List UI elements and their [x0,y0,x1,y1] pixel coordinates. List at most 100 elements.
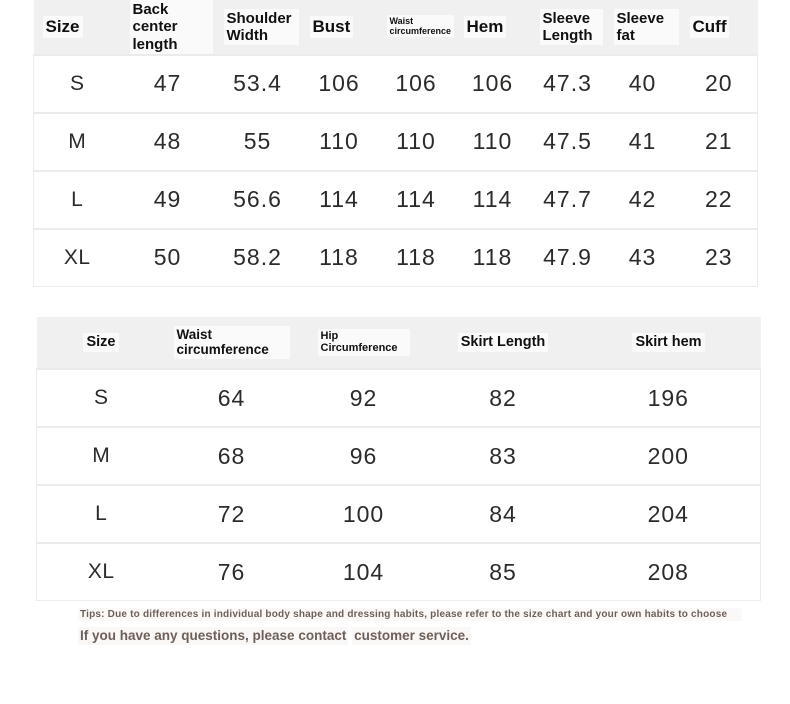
contact-note-line2: customer service. [352,627,471,646]
cell-back-center-length: 47 [120,53,215,113]
cell-sleeve-fat: 42 [604,169,681,229]
col-cuff: Cuff [680,0,758,55]
cell-skirt-length: 83 [429,426,577,485]
top-row-l: L 49 56.6 114 114 114 47.7 42 22 [33,169,758,229]
tips-note: Tips: Due to differences in individual b… [78,608,742,621]
col-sleeve-fat-label: Sleeve fat [613,8,679,46]
cell-skirt-hem: 208 [576,542,761,601]
cell-shoulder-width: 56.6 [214,169,301,229]
col-waist-circumference-label: Waist circumference [386,14,455,38]
col-cuff-label: Cuff [689,16,730,38]
cell-bust: 106 [300,53,378,113]
cell-size: M [36,426,166,485]
cell-size: XL [36,542,166,601]
cell-shoulder-width: 55 [214,111,301,171]
col-skirt-hem-label: Skirt hem [632,333,705,352]
contact-note: If you have any questions, please contac… [78,627,471,646]
cell-hem: 118 [454,227,531,287]
col-hem: Hem [454,0,531,55]
col-bust: Bust [300,0,378,55]
cell-size: S [36,368,166,427]
cell-shoulder-width: 58.2 [214,227,301,287]
cell-back-center-length: 50 [120,227,215,287]
cell-hip: 104 [297,542,430,601]
top-header-row: Size Back center length Shoulder Width B… [33,0,758,55]
skirt-size-table: Size Waist circumference Hip Circumferen… [36,317,761,601]
col-skirt-hem: Skirt hem [576,317,761,369]
cell-back-center-length: 49 [120,169,215,229]
skirt-row-m: M 68 96 83 200 [36,426,761,485]
cell-hip: 96 [297,426,430,485]
cell-waist: 106 [377,53,455,113]
cell-sleeve-fat: 43 [604,227,681,287]
col-waist-circumference: Waist circumference [377,0,455,55]
cell-skirt-length: 82 [429,368,577,427]
cell-hem: 114 [454,169,531,229]
col-size: Size [33,0,121,55]
col-waist-circumference: Waist circumference [165,317,298,369]
cell-waist: 118 [377,227,455,287]
cell-sleeve-length: 47.5 [530,111,605,171]
skirt-row-s: S 64 92 82 196 [36,368,761,427]
cell-skirt-hem: 196 [576,368,761,427]
cell-size: S [33,53,121,113]
cell-shoulder-width: 53.4 [214,53,301,113]
contact-note-line1: If you have any questions, please contac… [78,627,349,646]
skirt-row-xl: XL 76 104 85 208 [36,542,761,601]
col-sleeve-length-label: Sleeve Length [539,8,603,46]
col-hip-circumference: Hip Circumference [297,317,430,369]
skirt-table-body: S 64 92 82 196 M 68 96 83 200 L 72 100 8… [36,368,761,601]
cell-cuff: 22 [680,169,758,229]
cell-size: XL [33,227,121,287]
col-size: Size [36,317,166,369]
top-garment-size-table: Size Back center length Shoulder Width B… [33,0,758,287]
top-row-m: M 48 55 110 110 110 47.5 41 21 [33,111,758,171]
col-back-center-length-label: Back center length [129,0,213,54]
cell-hem: 106 [454,53,531,113]
col-hem-label: Hem [463,16,507,38]
col-size-label: Size [83,333,119,352]
cell-waist: 68 [165,426,298,485]
cell-sleeve-fat: 41 [604,111,681,171]
top-table-body: S 47 53.4 106 106 106 47.3 40 20 M 48 55… [33,53,758,287]
cell-waist: 64 [165,368,298,427]
skirt-table-header: Size Waist circumference Hip Circumferen… [36,317,761,369]
col-size-label: Size [42,16,83,38]
cell-cuff: 20 [680,53,758,113]
col-sleeve-fat: Sleeve fat [604,0,681,55]
cell-hip: 92 [297,368,430,427]
cell-bust: 118 [300,227,378,287]
cell-sleeve-length: 47.7 [530,169,605,229]
cell-skirt-length: 84 [429,484,577,543]
cell-hem: 110 [454,111,531,171]
cell-bust: 114 [300,169,378,229]
cell-cuff: 21 [680,111,758,171]
col-waist-circumference-label: Waist circumference [173,325,290,359]
cell-size: M [33,111,121,171]
cell-sleeve-length: 47.3 [530,53,605,113]
col-shoulder-width: Shoulder Width [214,0,301,55]
cell-sleeve-fat: 40 [604,53,681,113]
top-row-s: S 47 53.4 106 106 106 47.3 40 20 [33,53,758,113]
col-skirt-length: Skirt Length [429,317,577,369]
col-shoulder-width-label: Shoulder Width [223,8,299,46]
cell-size: L [33,169,121,229]
cell-size: L [36,484,166,543]
cell-hip: 100 [297,484,430,543]
cell-sleeve-length: 47.9 [530,227,605,287]
cell-cuff: 23 [680,227,758,287]
col-skirt-length-label: Skirt Length [457,333,549,352]
cell-waist: 72 [165,484,298,543]
cell-skirt-hem: 200 [576,426,761,485]
top-table-header: Size Back center length Shoulder Width B… [33,0,758,55]
cell-waist: 114 [377,169,455,229]
col-sleeve-length: Sleeve Length [530,0,605,55]
col-hip-circumference-label: Hip Circumference [317,328,410,356]
cell-bust: 110 [300,111,378,171]
col-back-center-length: Back center length [120,0,215,55]
cell-back-center-length: 48 [120,111,215,171]
skirt-row-l: L 72 100 84 204 [36,484,761,543]
skirt-header-row: Size Waist circumference Hip Circumferen… [36,317,761,369]
col-bust-label: Bust [309,16,354,38]
